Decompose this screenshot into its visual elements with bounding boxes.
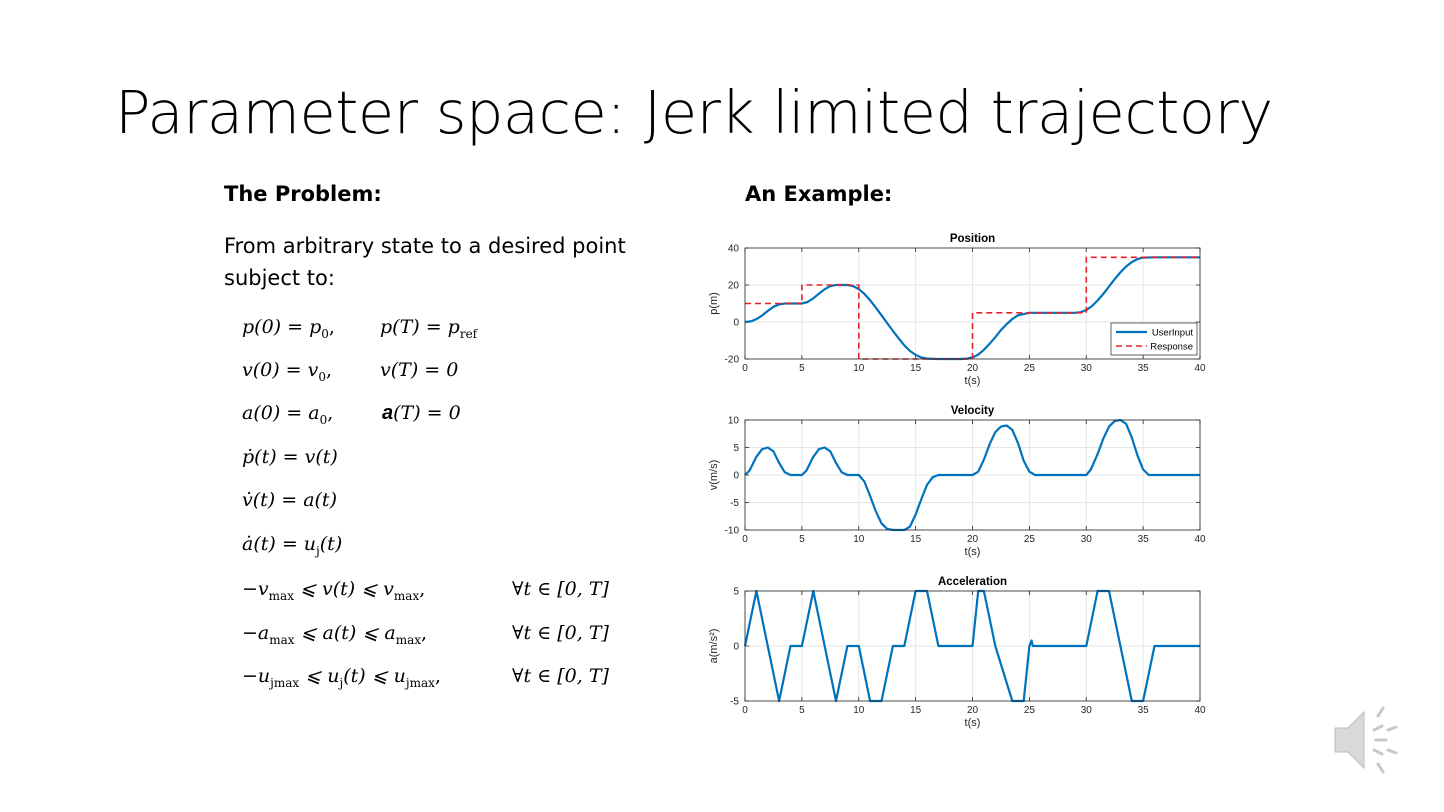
x-tick-label: 40: [1194, 534, 1206, 545]
x-tick-label: 5: [799, 534, 805, 545]
equation-1: p(0) = p0, p(T) = pref: [242, 316, 478, 341]
equation-7: −vmax ⩽ v(t) ⩽ vmax, ∀t ∈ [0, T]: [242, 578, 609, 603]
y-tick-label: 40: [728, 244, 740, 255]
y-axis-label: v(m/s): [708, 460, 720, 491]
y-tick-label: 0: [733, 318, 739, 329]
series-line-userinput: [744, 418, 1200, 532]
x-tick-label: 0: [742, 705, 748, 716]
chart-position: 0 5 10 15 20 25 30 35 40-2002040Positiont(s)p(m)…: [708, 233, 1206, 387]
legend-label: Response: [1150, 342, 1193, 353]
x-tick-label: 30: [1081, 534, 1093, 545]
x-tick-label: 15: [910, 363, 922, 374]
equation-6: ȧ(t) = uj(t): [242, 533, 343, 558]
problem-heading: The Problem:: [224, 182, 382, 206]
x-tick-label: 35: [1138, 705, 1150, 716]
y-tick-label: -20: [725, 355, 740, 366]
x-tick-label: 35: [1138, 534, 1150, 545]
x-tick-label: 15: [910, 705, 922, 716]
equation-3: a(0) = a0, a(T) = 0: [242, 402, 461, 427]
y-axis-label: p(m): [708, 292, 720, 315]
equation-5: v̇(t) = a(t): [242, 489, 337, 511]
x-tick-label: 5: [799, 363, 805, 374]
series-line-userinput: [743, 589, 1200, 703]
y-tick-label: -5: [730, 498, 739, 509]
x-tick-label: 25: [1024, 705, 1036, 716]
chart-title: Position: [950, 233, 995, 245]
y-tick-label: 20: [728, 281, 740, 292]
x-axis-label: t(s): [965, 375, 981, 387]
x-tick-label: 10: [853, 705, 865, 716]
x-tick-label: 20: [967, 534, 979, 545]
y-tick-label: 5: [733, 587, 739, 598]
x-tick-label: 30: [1081, 363, 1093, 374]
x-axis-label: t(s): [965, 546, 981, 558]
example-heading: An Example:: [745, 182, 893, 206]
equation-9: −ujmax ⩽ uj(t) ⩽ ujmax, ∀t ∈ [0, T]: [242, 665, 609, 690]
x-tick-label: 25: [1024, 534, 1036, 545]
chart-velocity: 0 5 10 15 20 25 30 35 40 -10 -5 0 5 10 Velocity t(s) v(m…: [708, 405, 1206, 558]
x-tick-label: 30: [1081, 705, 1093, 716]
chart-title: Velocity: [951, 405, 995, 417]
y-tick-label: 0: [733, 642, 739, 653]
equation-4: ṗ(t) = v(t): [242, 446, 338, 468]
equation-2: v(0) = v0, v(T) = 0: [242, 359, 459, 384]
slide-title: Parameter space: Jerk limited trajectory: [115, 78, 1273, 147]
x-tick-label: 35: [1138, 363, 1150, 374]
example-charts: 0 5 10 15 20 25 30 35 40-2002040Positiont(s)p(m)…: [708, 233, 1206, 729]
x-tick-label: 0: [742, 534, 748, 545]
problem-intro: From arbitrary state to a desired point …: [224, 234, 626, 290]
chart-title: Acceleration: [938, 576, 1007, 588]
legend-box: [1110, 322, 1198, 356]
y-axis-label: a(m/s²): [708, 629, 720, 664]
y-tick-label: -5: [730, 697, 739, 708]
plot-frame: [744, 419, 1201, 531]
legend: UserInput Response: [1110, 322, 1198, 356]
x-tick-label: 15: [910, 534, 922, 545]
x-tick-label: 25: [1024, 363, 1036, 374]
y-tick-label: -10: [725, 526, 740, 537]
x-axis-label: t(s): [965, 717, 981, 729]
equation-8: −amax ⩽ a(t) ⩽ amax, ∀t ∈ [0, T]: [242, 622, 609, 647]
chart-acceleration: 0 5 10 15 20 25 30 35 40-505Accelerationt(s)a(m/…: [708, 576, 1206, 729]
x-tick-label: 40: [1194, 705, 1206, 716]
y-tick-label: 0: [733, 471, 739, 482]
x-tick-label: 10: [853, 363, 865, 374]
x-tick-label: 0: [742, 363, 748, 374]
x-tick-label: 20: [967, 363, 979, 374]
y-tick-label: 5: [733, 443, 739, 454]
plot-frame: [744, 247, 1201, 360]
x-tick-label: 40: [1194, 363, 1206, 374]
y-tick-label: 10: [728, 416, 740, 427]
speaker-icon[interactable]: [1330, 700, 1410, 780]
legend-label: UserInput: [1152, 328, 1194, 339]
plot-frame: [744, 590, 1201, 702]
x-tick-label: 20: [967, 705, 979, 716]
x-tick-label: 5: [799, 705, 805, 716]
x-tick-label: 10: [853, 534, 865, 545]
